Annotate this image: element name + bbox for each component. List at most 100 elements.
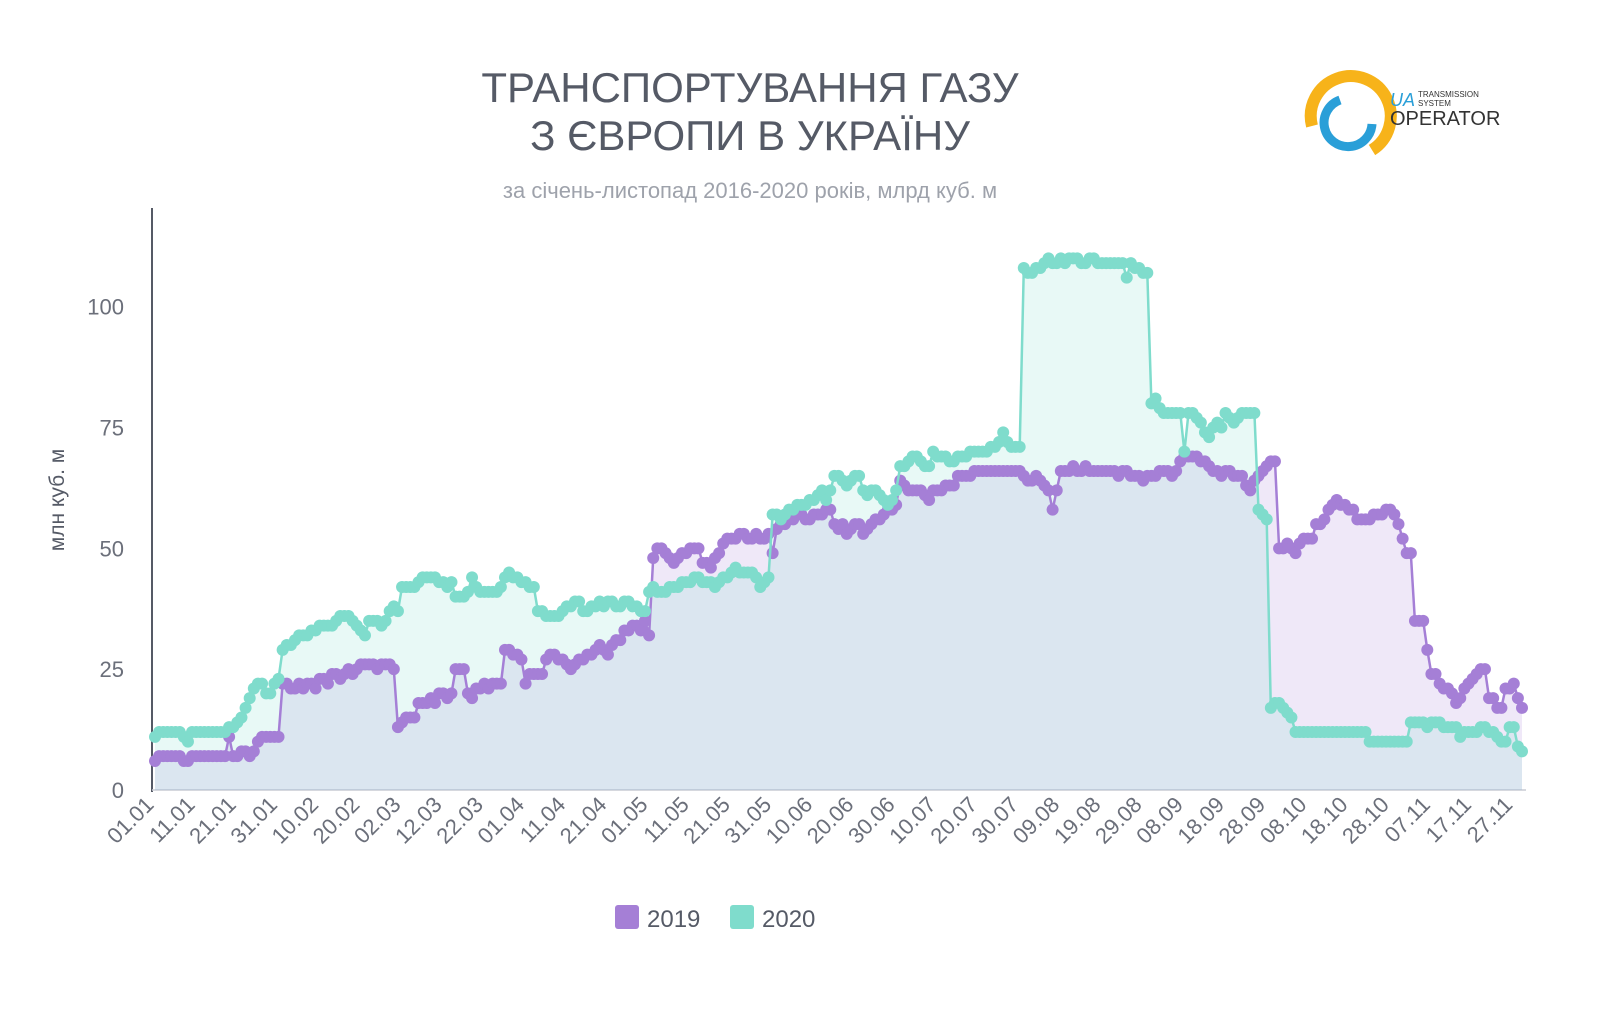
point	[1248, 407, 1261, 419]
point	[1203, 431, 1216, 444]
point	[1421, 643, 1434, 656]
x-tick-label: 01.05	[596, 792, 653, 849]
point	[494, 677, 507, 690]
point	[993, 436, 1006, 448]
point	[536, 668, 549, 680]
point	[638, 614, 651, 627]
point	[820, 494, 833, 506]
point	[321, 677, 334, 690]
point	[1388, 508, 1401, 521]
point	[1404, 547, 1417, 560]
y-axis-label: млн куб. м	[46, 449, 69, 551]
point	[527, 581, 540, 593]
logo-arc	[1319, 95, 1377, 152]
point	[247, 745, 260, 758]
point	[1516, 745, 1528, 758]
point	[264, 687, 277, 700]
point	[428, 697, 441, 709]
point	[1429, 668, 1442, 680]
point	[1285, 711, 1298, 724]
point	[692, 542, 705, 555]
legend-swatch	[730, 905, 754, 929]
chart-title: З ЄВРОПИ В УКРАЇНУ	[530, 112, 970, 159]
point	[923, 460, 936, 473]
point	[1318, 513, 1331, 526]
point	[272, 672, 285, 685]
x-tick-label: 08.09	[1131, 792, 1188, 849]
point	[218, 750, 231, 763]
point	[824, 503, 837, 516]
point	[1347, 503, 1360, 516]
point	[515, 653, 528, 666]
point	[886, 494, 899, 506]
point	[1478, 663, 1491, 676]
x-tick-label: 01.04	[472, 792, 529, 849]
x-tick-label: 02.03	[349, 792, 406, 849]
point	[387, 663, 400, 676]
legend-label: 2019	[647, 906, 700, 933]
logo-text: OPERATOR	[1390, 108, 1500, 130]
point	[181, 735, 194, 748]
point	[272, 730, 285, 743]
legend-swatch	[615, 905, 639, 929]
x-tick-label: 28.09	[1214, 792, 1271, 849]
point	[1268, 455, 1281, 468]
point	[1042, 484, 1055, 497]
point	[1417, 614, 1430, 627]
point	[457, 663, 470, 676]
point	[445, 687, 458, 700]
x-tick-label: 21.01	[184, 792, 241, 849]
point	[1170, 465, 1183, 477]
x-tick-label: 30.07	[967, 792, 1024, 849]
point	[391, 605, 404, 618]
y-tick-label: 0	[112, 778, 124, 803]
point	[1499, 735, 1512, 748]
point	[923, 494, 936, 506]
x-tick-label: 09.08	[1008, 792, 1065, 849]
point	[1194, 416, 1207, 429]
point	[309, 682, 322, 695]
chart-title: ТРАНСПОРТУВАННЯ ГАЗУ	[481, 64, 1019, 111]
point	[1244, 484, 1257, 497]
x-tick-label: 18.09	[1172, 792, 1229, 849]
x-tick-label: 29.08	[1090, 792, 1147, 849]
point	[713, 547, 726, 560]
chart-subtitle: за січень-листопад 2016-2020 років, млрд…	[503, 178, 997, 203]
point	[1516, 701, 1528, 714]
x-tick-label: 12.03	[390, 792, 447, 849]
point	[853, 469, 866, 482]
point	[1511, 692, 1524, 705]
x-tick-label: 21.04	[555, 792, 612, 849]
point	[1116, 257, 1129, 270]
point	[235, 711, 248, 724]
x-tick-label: 18.10	[1296, 792, 1353, 849]
point	[1400, 735, 1413, 748]
point	[1215, 421, 1228, 434]
point	[519, 677, 532, 690]
point	[1046, 503, 1059, 516]
point	[766, 547, 779, 560]
point	[256, 677, 269, 690]
y-tick-label: 75	[100, 416, 124, 441]
point	[358, 629, 371, 642]
point	[1141, 266, 1154, 279]
point	[1396, 532, 1409, 545]
point	[647, 552, 660, 564]
point	[1306, 532, 1319, 545]
point	[601, 648, 614, 661]
x-tick-label: 10.06	[761, 792, 818, 849]
point	[1050, 484, 1063, 497]
point	[997, 426, 1010, 439]
logo-text: SYSTEM	[1418, 99, 1451, 108]
point	[1487, 692, 1500, 705]
point	[445, 576, 458, 589]
logo: UA TRANSMISSION SYSTEM OPERATOR	[1304, 70, 1500, 156]
x-tick-label: 20.07	[925, 792, 982, 849]
point	[1149, 392, 1162, 405]
x-tick-label: 30.06	[843, 792, 900, 849]
point	[1507, 677, 1520, 690]
point	[1289, 547, 1302, 560]
x-tick-label: 19.08	[1049, 792, 1106, 849]
point	[890, 484, 903, 497]
point	[1507, 721, 1520, 734]
